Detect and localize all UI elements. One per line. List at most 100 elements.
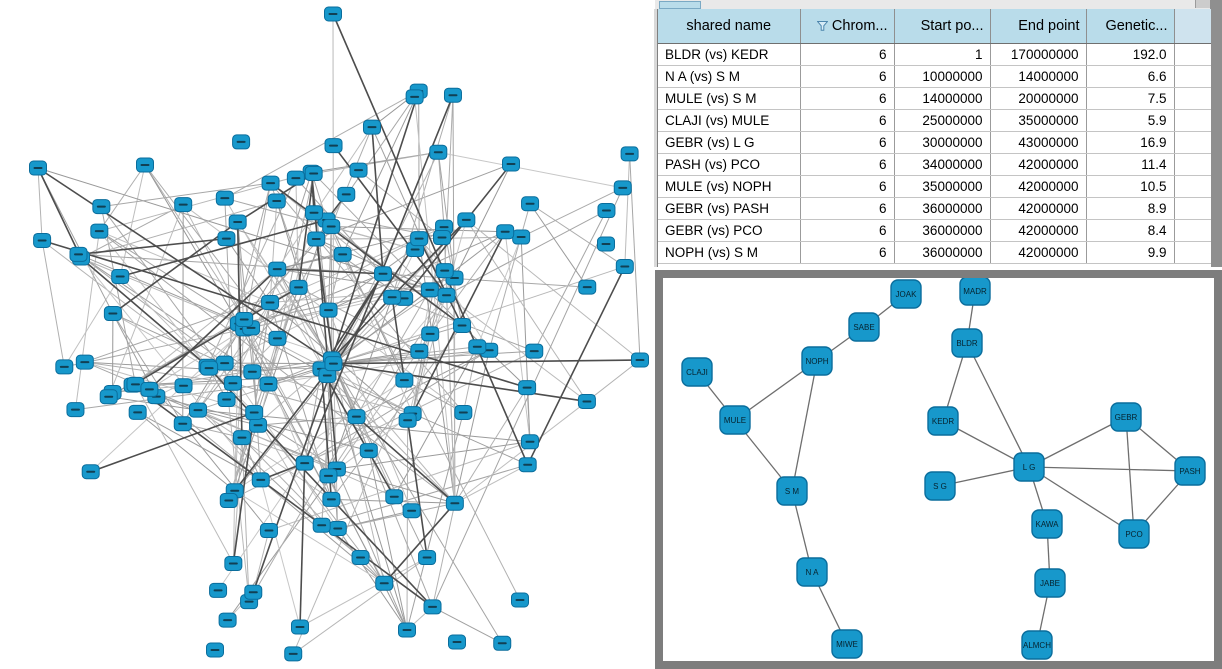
network-node[interactable]	[398, 622, 416, 638]
network-edge[interactable]	[383, 502, 456, 584]
network-edge[interactable]	[182, 268, 278, 425]
network-node[interactable]	[375, 575, 394, 591]
network-node[interactable]	[206, 642, 224, 658]
network-node[interactable]	[429, 144, 448, 160]
network-node[interactable]	[305, 205, 324, 221]
network-node[interactable]	[312, 517, 331, 533]
table-row[interactable]: BLDR (vs) KEDR 6 1 170000000 192.0	[658, 43, 1211, 66]
network-node[interactable]	[92, 199, 111, 215]
network-edge[interactable]	[331, 225, 506, 233]
network-edge[interactable]	[277, 268, 384, 275]
network-edge[interactable]	[137, 411, 236, 492]
table-row[interactable]: MULE (vs) NOPH 6 35000000 42000000 10.5	[658, 175, 1211, 198]
network-edge[interactable]	[132, 384, 338, 470]
network-node[interactable]	[597, 203, 616, 219]
table-cell[interactable]: 14000000	[990, 65, 1087, 88]
network-edge[interactable]	[412, 219, 467, 414]
network-edge[interactable]	[276, 268, 328, 376]
network-edge[interactable]	[406, 420, 428, 558]
network-edge[interactable]	[437, 152, 445, 228]
network-edge[interactable]	[403, 163, 512, 299]
network-node[interactable]	[245, 405, 264, 421]
network-edge[interactable]	[41, 240, 208, 367]
network-node[interactable]	[215, 190, 234, 206]
network-node[interactable]	[337, 186, 356, 202]
network-node[interactable]	[307, 231, 326, 247]
network-edge[interactable]	[529, 203, 588, 288]
network-edge[interactable]	[101, 182, 271, 208]
network-edge[interactable]	[252, 530, 270, 593]
network-node[interactable]	[385, 489, 404, 505]
network-node[interactable]	[437, 287, 456, 303]
network-node-madr[interactable]: MADR	[959, 278, 991, 306]
network-edge[interactable]	[276, 268, 334, 364]
network-edge[interactable]	[135, 384, 234, 564]
table-cell[interactable]: 8.9	[1086, 197, 1175, 220]
network-node-bldr[interactable]: BLDR	[951, 328, 983, 358]
table-cell[interactable]: 42000000	[990, 241, 1087, 264]
node-shape[interactable]	[924, 471, 956, 501]
table-cell[interactable]: 11.4	[1086, 153, 1175, 176]
table-cell[interactable]: 10000000	[894, 65, 991, 88]
network-node[interactable]	[232, 134, 251, 150]
network-node[interactable]	[136, 157, 154, 173]
network-edge[interactable]	[393, 346, 478, 498]
network-edge[interactable]	[182, 423, 270, 531]
network-edge[interactable]	[292, 557, 428, 655]
table-cell[interactable]: NOPH (vs) S M	[658, 241, 801, 264]
network-node-jabe[interactable]: JABE	[1034, 568, 1066, 598]
network-node[interactable]	[496, 224, 515, 240]
network-edge[interactable]	[333, 363, 428, 558]
table-row[interactable]: GEBR (vs) PCO 6 36000000 42000000 8.4	[658, 219, 1211, 242]
table-cell[interactable]: 36000000	[894, 241, 991, 264]
table-cell[interactable]: 43000000	[990, 131, 1087, 154]
network-node[interactable]	[493, 635, 512, 651]
network-edge[interactable]	[234, 323, 240, 491]
network-node-kawa[interactable]: KAWA	[1031, 509, 1063, 539]
network-edge[interactable]	[63, 276, 121, 368]
network-node[interactable]	[174, 197, 193, 213]
table-cell[interactable]: 35000000	[990, 109, 1087, 132]
table-cell[interactable]: 6	[800, 131, 895, 154]
network-edge[interactable]	[337, 502, 455, 529]
network-node[interactable]	[398, 412, 417, 428]
network-edge[interactable]	[37, 167, 334, 365]
network-edge[interactable]	[432, 606, 503, 644]
table-cell[interactable]: 8.4	[1086, 219, 1175, 242]
network-edge[interactable]	[137, 411, 262, 481]
network-node[interactable]	[351, 550, 370, 566]
table-cell[interactable]: N A (vs) S M	[658, 65, 801, 88]
network-node[interactable]	[29, 160, 47, 176]
network-node[interactable]	[259, 523, 278, 539]
network-edge[interactable]	[268, 441, 531, 532]
network-edge[interactable]	[326, 238, 420, 376]
network-edge[interactable]	[526, 387, 531, 442]
network-edge[interactable]	[98, 164, 146, 232]
network-edge[interactable]	[328, 309, 413, 511]
network-edge[interactable]	[406, 412, 464, 631]
network-node[interactable]	[322, 218, 341, 234]
network-edge[interactable]	[149, 328, 245, 390]
network-edge[interactable]	[112, 313, 210, 369]
network-edge[interactable]	[330, 226, 333, 359]
network-node[interactable]	[333, 246, 352, 262]
network-edge[interactable]	[112, 221, 239, 315]
table-cell[interactable]: 10.5	[1086, 175, 1175, 198]
node-shape[interactable]	[848, 312, 880, 342]
network-node[interactable]	[319, 302, 338, 318]
node-shape[interactable]	[801, 346, 833, 376]
network-node[interactable]	[433, 230, 452, 246]
node-shape[interactable]	[719, 405, 751, 435]
network-edge[interactable]	[299, 463, 306, 628]
node-shape[interactable]	[1021, 630, 1053, 660]
network-edge[interactable]	[454, 464, 528, 504]
network-edge[interactable]	[37, 167, 82, 259]
network-edge[interactable]	[232, 302, 271, 384]
table-cell[interactable]: 36000000	[894, 197, 991, 220]
network-edge[interactable]	[78, 253, 262, 481]
table-cell[interactable]: 6	[800, 241, 895, 264]
node-shape[interactable]	[1031, 509, 1063, 539]
network-node[interactable]	[502, 156, 520, 172]
network-node[interactable]	[418, 550, 437, 566]
network-node[interactable]	[235, 311, 254, 327]
